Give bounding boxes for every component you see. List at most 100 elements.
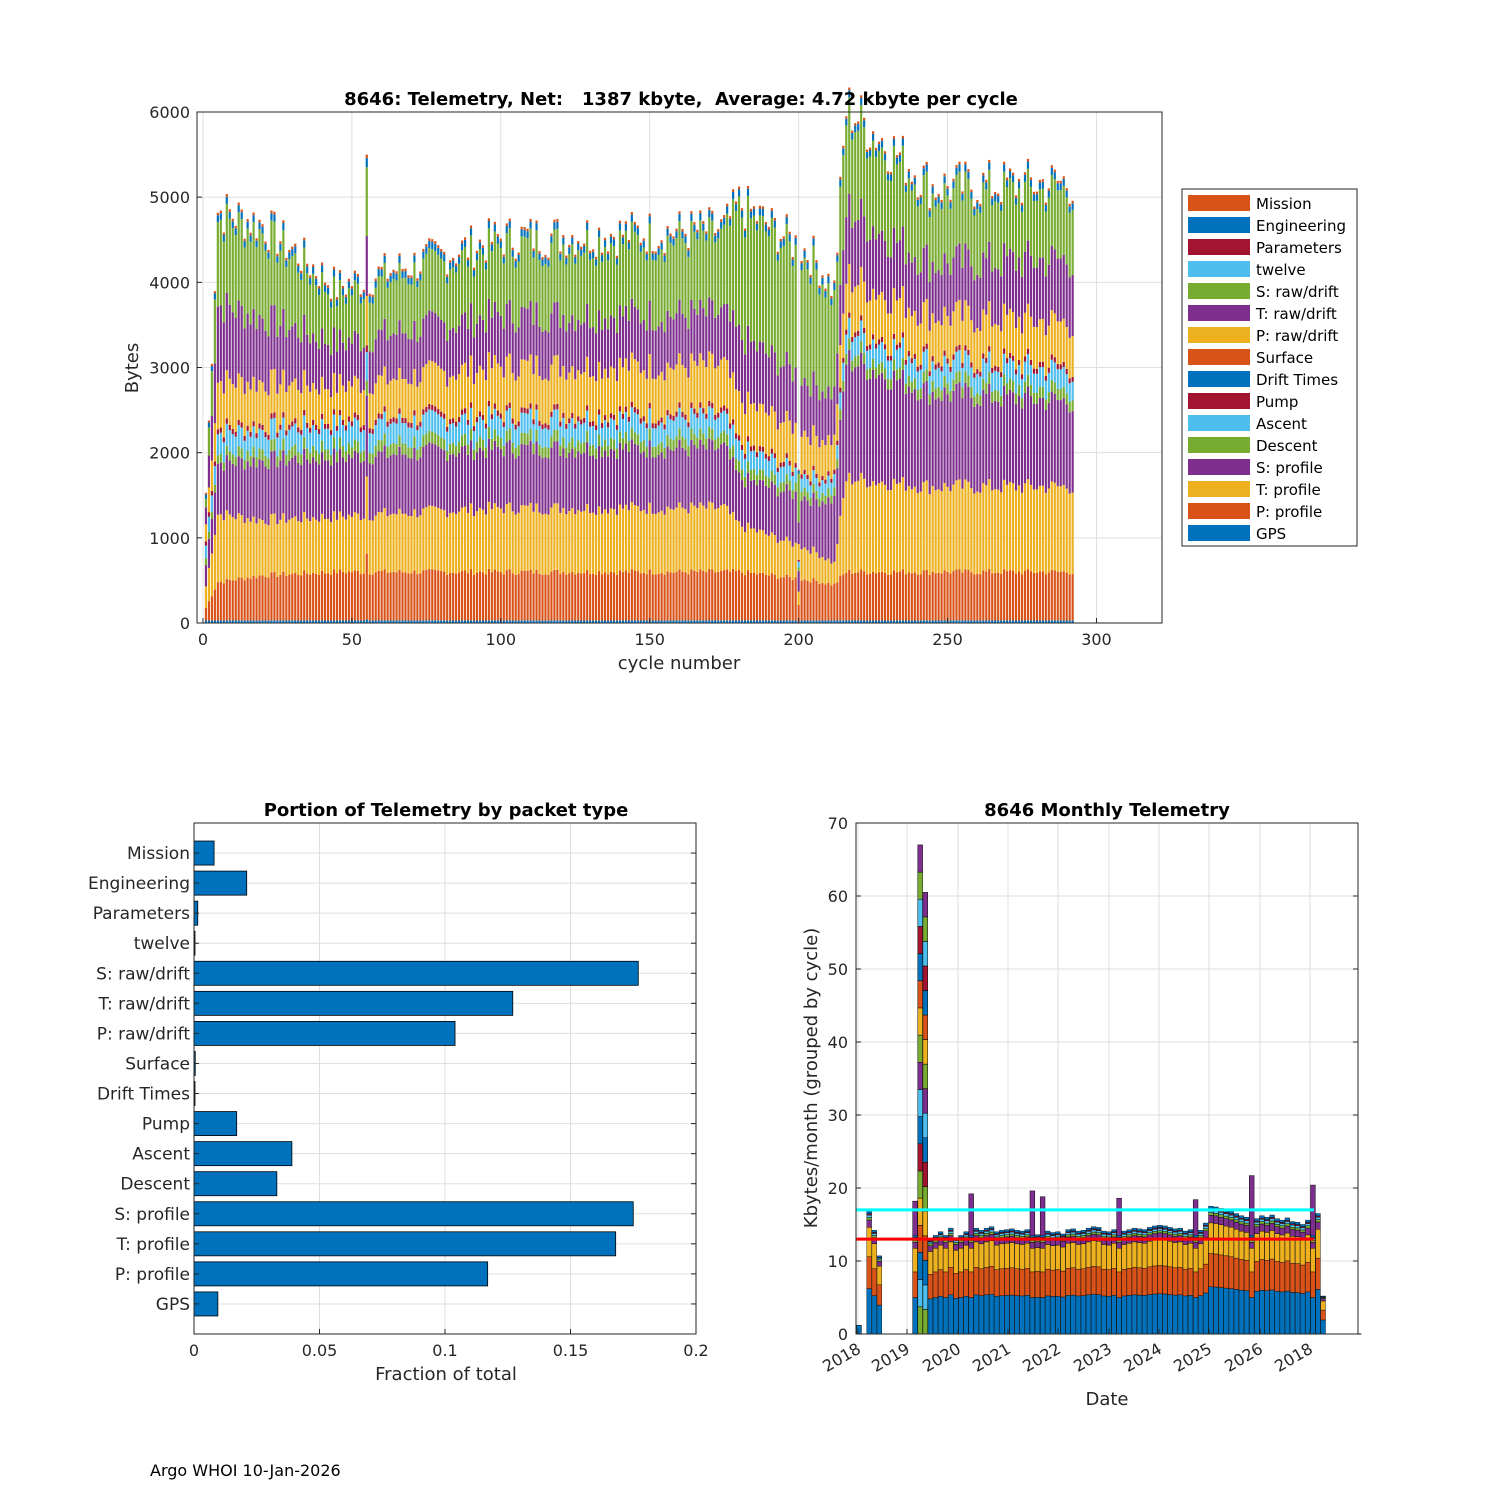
month-segment (1014, 1230, 1020, 1233)
month-segment (922, 965, 928, 991)
stack-segment (383, 253, 386, 256)
stack-segment (886, 180, 890, 257)
stack-segment (699, 210, 702, 214)
stack-segment (586, 356, 589, 406)
stack-segment (595, 574, 598, 621)
stack-segment (323, 343, 327, 390)
stack-segment (785, 410, 788, 454)
stack-segment (344, 303, 348, 351)
stack-segment (321, 570, 324, 621)
stack-segment (910, 620, 913, 623)
month-segment (1136, 1233, 1143, 1237)
stack-segment (1000, 620, 1003, 623)
month-segment (1279, 1223, 1285, 1227)
stack-segment (404, 268, 407, 272)
month-segment (1254, 1218, 1260, 1222)
stack-segment (517, 455, 520, 513)
stack-segment (297, 452, 300, 464)
stack-segment (535, 620, 538, 623)
legend-swatch (1188, 503, 1250, 519)
stack-segment (487, 228, 490, 299)
stack-segment (928, 574, 931, 621)
stack-segment (556, 441, 559, 504)
stack-segment (898, 482, 901, 572)
stack-segment (916, 620, 919, 623)
stack-segment (505, 570, 508, 621)
stack-segment (207, 601, 211, 621)
stack-segment (1050, 359, 1053, 381)
stack-segment (806, 500, 809, 551)
stack-segment (568, 453, 571, 512)
stack-segment (1014, 374, 1018, 394)
month-segment (1101, 1233, 1107, 1237)
stack-segment (446, 276, 449, 284)
stack-segment (580, 249, 583, 256)
legend-label: twelve (1256, 261, 1306, 279)
stack-segment (770, 573, 773, 621)
stack-segment (425, 364, 428, 407)
stack-segment (538, 455, 541, 513)
stack-segment (597, 310, 601, 362)
stack-segment (711, 620, 714, 623)
month-segment (1269, 1218, 1275, 1222)
stack-segment (910, 315, 913, 359)
stack-segment (869, 147, 872, 150)
stack-segment (857, 285, 860, 331)
stack-segment (964, 620, 967, 623)
stack-segment (648, 354, 651, 404)
stack-segment (487, 438, 490, 502)
stack-segment (633, 231, 636, 307)
stack-segment (276, 253, 279, 257)
stack-segment (565, 428, 568, 448)
stack-segment (562, 314, 565, 366)
stack-segment (347, 514, 350, 572)
stack-segment (425, 444, 428, 508)
stack-segment (818, 558, 821, 584)
month-segment (1029, 1242, 1036, 1249)
stack-segment (624, 223, 627, 231)
stack-segment (231, 517, 234, 581)
stack-segment (249, 431, 252, 437)
stack-segment (877, 233, 881, 295)
stack-segment (922, 165, 925, 169)
month-segment (943, 1297, 949, 1335)
stack-segment (782, 620, 785, 623)
month-segment (1315, 1216, 1321, 1220)
stack-segment (273, 305, 276, 369)
stack-segment (645, 446, 648, 458)
stack-segment (487, 406, 490, 428)
stack-segment (270, 220, 273, 306)
month-segment (1177, 1267, 1183, 1296)
stack-segment (1003, 569, 1006, 621)
stack-segment (827, 386, 830, 436)
month-segment (1147, 1241, 1153, 1268)
stack-segment (869, 486, 872, 574)
stack-segment (1068, 212, 1071, 278)
stack-segment (484, 428, 487, 448)
month-segment (1238, 1219, 1245, 1222)
stack-segment (895, 369, 899, 381)
stack-segment (547, 574, 550, 621)
stack-segment (553, 503, 556, 570)
stack-segment (645, 574, 648, 621)
stack-segment (609, 437, 613, 449)
stack-segment (666, 362, 669, 411)
stack-segment (365, 395, 368, 477)
stack-segment (812, 578, 815, 621)
month-segment (1152, 1229, 1158, 1232)
stack-segment (246, 425, 249, 431)
stack-segment (669, 242, 672, 317)
stack-segment (916, 389, 919, 401)
stack-segment (1062, 185, 1065, 255)
stack-segment (964, 479, 967, 570)
stack-segment (291, 426, 294, 447)
stack-segment (368, 463, 371, 521)
stack-segment (949, 371, 952, 391)
stack-segment (952, 354, 955, 360)
stack-segment (321, 272, 324, 329)
stack-segment (839, 284, 842, 346)
stack-segment (973, 280, 976, 333)
stack-segment (895, 300, 899, 345)
stack-segment (213, 461, 216, 467)
stack-segment (347, 421, 350, 444)
